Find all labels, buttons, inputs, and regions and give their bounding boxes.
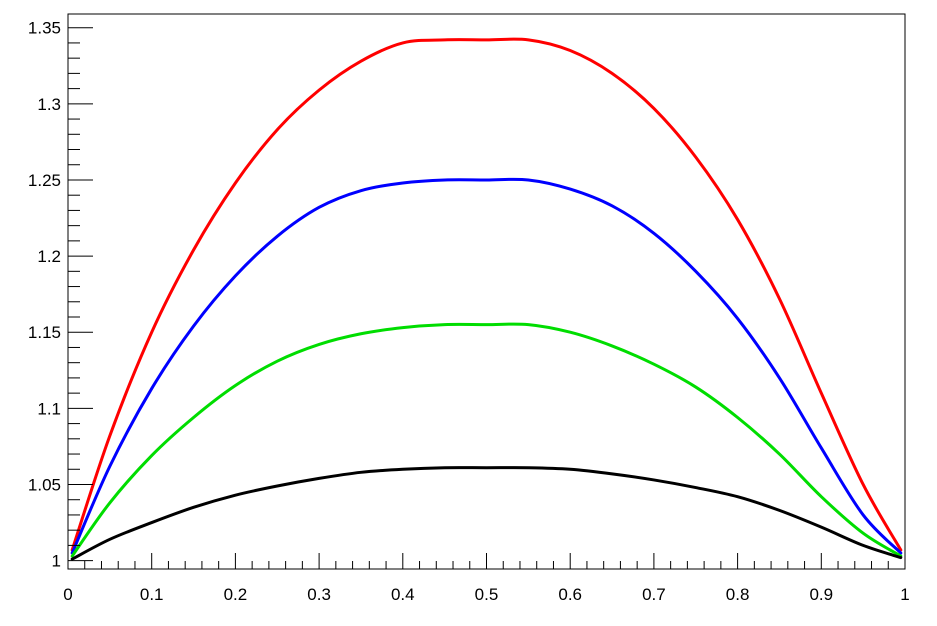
x-tick-label: 0 bbox=[63, 585, 72, 604]
series-line-2 bbox=[70, 322, 903, 558]
y-tick-label: 1.2 bbox=[37, 247, 61, 266]
y-tick-label: 1.05 bbox=[28, 475, 61, 494]
x-tick-label: 0.9 bbox=[809, 585, 833, 604]
y-tick-label: 1.15 bbox=[28, 323, 61, 342]
x-tick-label: 1 bbox=[900, 585, 909, 604]
y-tick-label: 1.1 bbox=[37, 399, 61, 418]
y-tick-labels: 1 1.05 1.1 1.15 1.2 1.25 1.3 1.35 bbox=[28, 19, 61, 571]
x-tick-label: 0.2 bbox=[224, 585, 248, 604]
series-line-1 bbox=[70, 177, 903, 555]
x-tick-label: 0.5 bbox=[475, 585, 499, 604]
y-tick-label: 1 bbox=[52, 552, 61, 571]
x-tick-labels: 0 0.1 0.2 0.3 0.4 0.5 0.6 0.7 0.8 0.9 1 bbox=[63, 585, 909, 604]
x-tick-label: 0.6 bbox=[558, 585, 582, 604]
y-tick-label: 1.35 bbox=[28, 19, 61, 38]
tick-group bbox=[67, 27, 906, 569]
plot-frame bbox=[67, 13, 906, 570]
series-line-0 bbox=[70, 37, 903, 552]
x-tick-label: 0.4 bbox=[391, 585, 415, 604]
series-line-3 bbox=[70, 466, 903, 561]
y-tick-label: 1.3 bbox=[37, 95, 61, 114]
x-tick-label: 0.3 bbox=[307, 585, 331, 604]
x-tick-label: 0.7 bbox=[642, 585, 666, 604]
series-group bbox=[70, 37, 903, 561]
x-tick-label: 0.8 bbox=[726, 585, 750, 604]
x-tick-label: 0.1 bbox=[140, 585, 164, 604]
y-tick-label: 1.25 bbox=[28, 171, 61, 190]
